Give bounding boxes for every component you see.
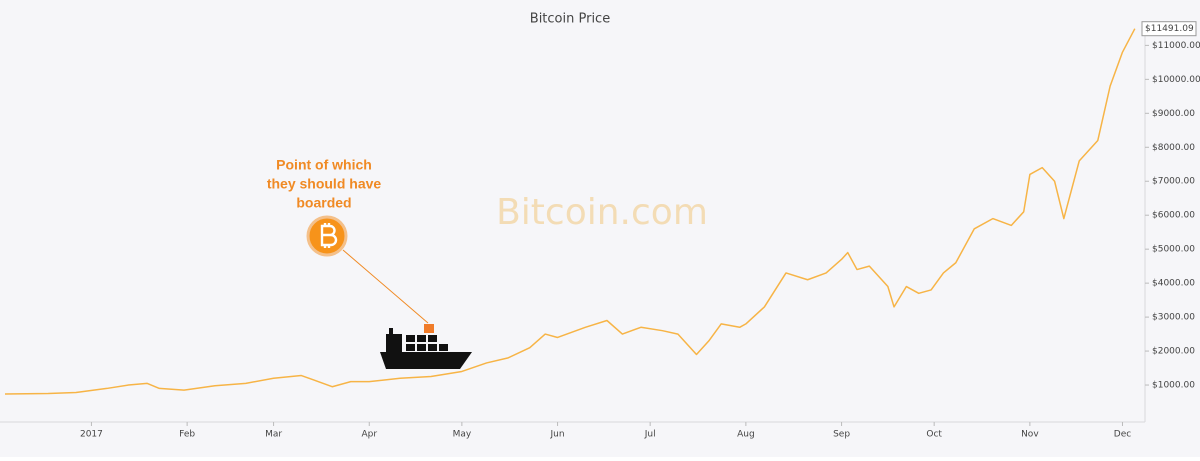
ship-container <box>406 344 415 351</box>
x-tick-label: Dec <box>1114 430 1131 440</box>
annotation-line: Point of which <box>276 157 372 173</box>
annotation-line: they should have <box>267 176 382 192</box>
x-tick-label: Jul <box>644 430 656 440</box>
logo-glyph <box>320 223 338 248</box>
current-price-box <box>1141 21 1197 37</box>
annotation-line: boarded <box>296 195 351 211</box>
x-tick-label: Nov <box>1021 430 1039 440</box>
y-tick-label: $1000.00 <box>1152 381 1195 391</box>
ship-mast <box>389 328 393 335</box>
y-tick-label: $6000.00 <box>1152 211 1195 221</box>
ship-container <box>417 344 426 351</box>
ship-bridge <box>386 334 402 352</box>
ship-container <box>428 344 437 351</box>
x-tick-label: Aug <box>737 430 755 440</box>
y-tick-label: $3000.00 <box>1152 313 1195 323</box>
x-tick-label: Mar <box>265 430 282 440</box>
x-tick-label: Apr <box>361 430 377 440</box>
y-tick-label: $4000.00 <box>1152 279 1195 289</box>
annotation-leader <box>342 249 429 324</box>
ship-container <box>406 335 415 342</box>
x-tick-label: 2017 <box>80 430 103 440</box>
x-tick-label: Oct <box>926 430 942 440</box>
ship-container <box>417 335 426 342</box>
y-tick-label: $9000.00 <box>1152 109 1195 119</box>
ship-icon <box>380 324 472 369</box>
ship-container <box>428 335 437 342</box>
current-price-label: $11491.09 <box>1145 24 1194 34</box>
y-tick-label: $7000.00 <box>1152 177 1195 187</box>
ship-container <box>439 344 448 351</box>
annotation: Point of which they should have boarded <box>267 157 382 211</box>
bitcoin-logo <box>306 215 429 324</box>
x-tick-label: Jun <box>550 430 565 440</box>
ship-hull <box>380 352 472 369</box>
y-tick-label: $11000.00 <box>1152 41 1200 51</box>
ship-cargo <box>424 324 434 333</box>
x-tick-label: Sep <box>833 430 850 440</box>
x-tick-label: Feb <box>179 430 195 440</box>
y-tick-label: $2000.00 <box>1152 347 1195 357</box>
y-tick-label: $8000.00 <box>1152 143 1195 153</box>
watermark: Bitcoin.com <box>496 192 708 233</box>
price-line <box>4 28 1136 395</box>
y-tick-label: $10000.00 <box>1152 75 1200 85</box>
chart-title: Bitcoin Price <box>530 12 610 27</box>
x-tick-label: May <box>453 430 472 440</box>
y-tick-label: $5000.00 <box>1152 245 1195 255</box>
